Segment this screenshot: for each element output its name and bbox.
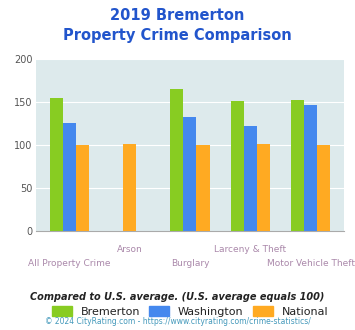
Text: Compared to U.S. average. (U.S. average equals 100): Compared to U.S. average. (U.S. average …: [30, 292, 325, 302]
Bar: [196, 145, 209, 231]
Bar: [123, 144, 136, 231]
Bar: [291, 100, 304, 231]
Bar: [170, 89, 184, 231]
Text: Burglary: Burglary: [171, 259, 209, 268]
Bar: [63, 123, 76, 231]
Bar: [76, 145, 89, 231]
Legend: Bremerton, Washington, National: Bremerton, Washington, National: [47, 302, 333, 321]
Text: Arson: Arson: [117, 245, 142, 254]
Bar: [304, 105, 317, 231]
Bar: [50, 98, 63, 231]
Text: Larceny & Theft: Larceny & Theft: [214, 245, 286, 254]
Text: 2019 Bremerton: 2019 Bremerton: [110, 8, 245, 23]
Bar: [184, 117, 196, 231]
Text: Property Crime Comparison: Property Crime Comparison: [63, 28, 292, 43]
Bar: [257, 144, 270, 231]
Text: Motor Vehicle Theft: Motor Vehicle Theft: [267, 259, 355, 268]
Text: © 2024 CityRating.com - https://www.cityrating.com/crime-statistics/: © 2024 CityRating.com - https://www.city…: [45, 317, 310, 326]
Text: All Property Crime: All Property Crime: [28, 259, 110, 268]
Bar: [231, 101, 244, 231]
Bar: [317, 145, 330, 231]
Bar: [244, 126, 257, 231]
